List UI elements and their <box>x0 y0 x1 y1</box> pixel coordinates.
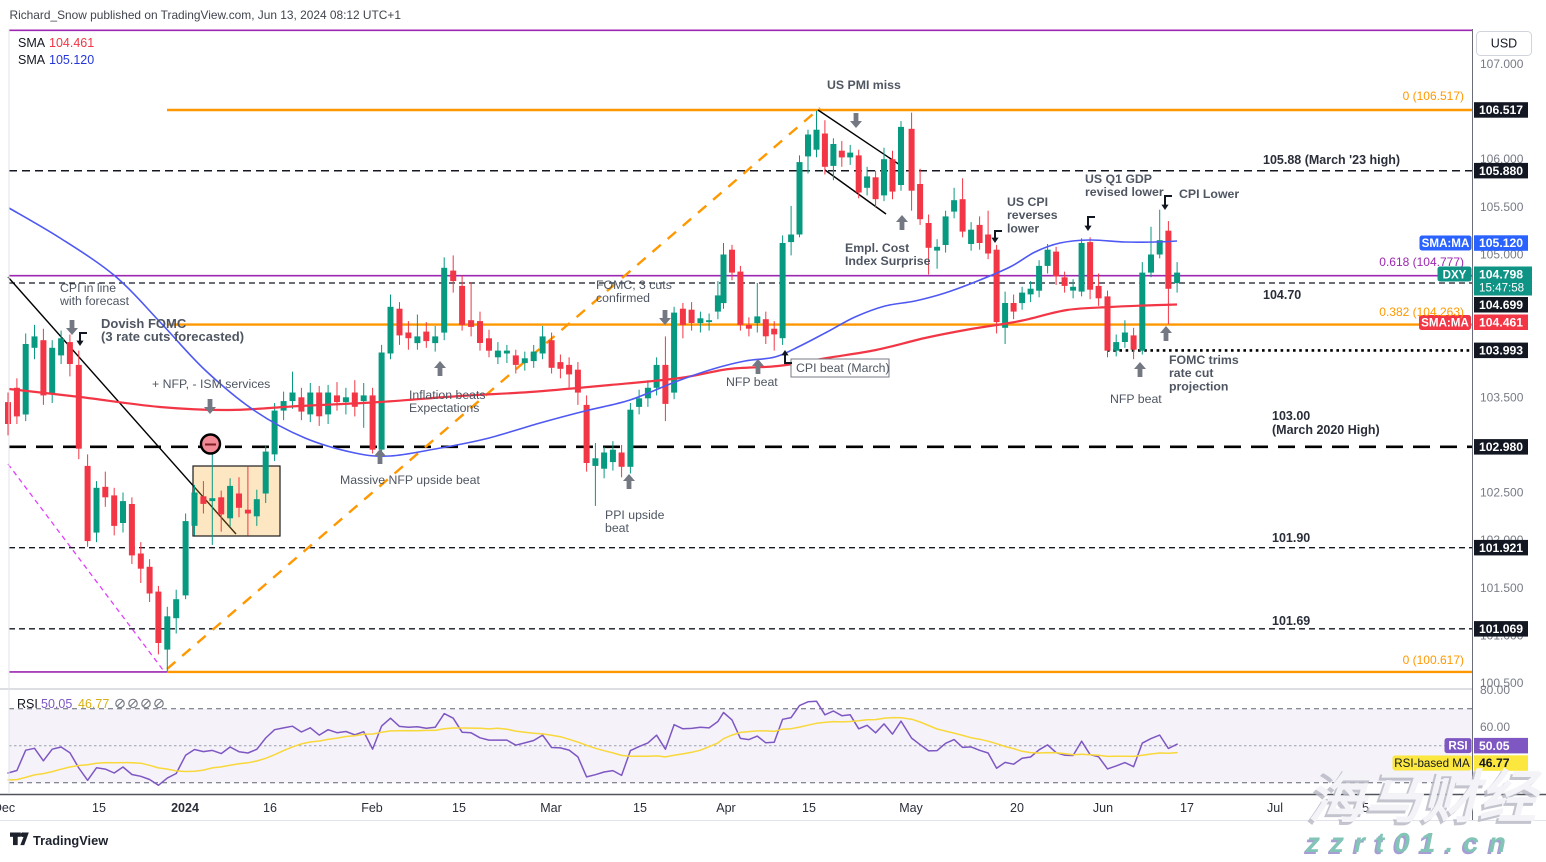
svg-text:Expectations: Expectations <box>409 401 479 415</box>
svg-text:confirmed: confirmed <box>596 291 650 305</box>
svg-text:(3 rate cuts forecasted): (3 rate cuts forecasted) <box>101 329 244 344</box>
svg-text:101.500: 101.500 <box>1480 581 1524 595</box>
svg-text:103.00: 103.00 <box>1272 409 1310 423</box>
svg-text:0 (106.517): 0 (106.517) <box>1403 89 1464 103</box>
svg-text:RSI-based MA: RSI-based MA <box>1394 757 1470 770</box>
svg-text:105.000: 105.000 <box>1480 248 1524 262</box>
svg-text:zzrt01.cn: zzrt01.cn <box>1303 829 1514 857</box>
svg-text:beat: beat <box>605 521 630 535</box>
svg-text:104.461: 104.461 <box>1479 316 1523 330</box>
svg-text:46.77: 46.77 <box>1479 756 1510 770</box>
svg-text:2024: 2024 <box>171 801 199 815</box>
svg-text:NFP beat: NFP beat <box>726 375 778 389</box>
svg-text:CPI beat (March): CPI beat (March) <box>796 361 890 375</box>
svg-text:17: 17 <box>1180 801 1194 815</box>
svg-text:103.500: 103.500 <box>1480 390 1524 404</box>
svg-text:Mar: Mar <box>540 801 562 815</box>
svg-text:Dec: Dec <box>0 801 15 815</box>
svg-text:revised lower: revised lower <box>1085 185 1164 199</box>
svg-text:15: 15 <box>452 801 466 815</box>
svg-text:US Q1 GDP: US Q1 GDP <box>1085 172 1152 186</box>
svg-text:SMA: SMA <box>18 36 46 50</box>
svg-text:60.00: 60.00 <box>1480 720 1510 734</box>
svg-text:lower: lower <box>1007 221 1039 235</box>
svg-text:50.05: 50.05 <box>41 697 72 711</box>
svg-text:15: 15 <box>1355 801 1369 815</box>
svg-text:15: 15 <box>92 801 106 815</box>
svg-text:101.921: 101.921 <box>1479 541 1523 555</box>
svg-text:FOMC trims: FOMC trims <box>1169 353 1239 367</box>
svg-text:105.880: 105.880 <box>1479 164 1523 178</box>
svg-text:104.461: 104.461 <box>49 36 94 50</box>
svg-text:Inflation beats: Inflation beats <box>409 388 486 402</box>
svg-text:USD: USD <box>1491 37 1517 51</box>
svg-text:NFP beat: NFP beat <box>1110 392 1162 406</box>
svg-text:SMA:MA: SMA:MA <box>1421 317 1469 330</box>
svg-text:101.90: 101.90 <box>1272 531 1310 545</box>
svg-text:20: 20 <box>1010 801 1024 815</box>
svg-text:Dovish FOMC: Dovish FOMC <box>101 316 187 331</box>
svg-text:海马财经: 海马财经 <box>1305 769 1540 833</box>
svg-text:0.382 (104.263): 0.382 (104.263) <box>1379 305 1464 319</box>
svg-text:DXY: DXY <box>1443 269 1467 282</box>
svg-text:reverses: reverses <box>1007 208 1058 222</box>
svg-text:0 (100.617): 0 (100.617) <box>1403 653 1464 667</box>
svg-text:0.618 (104.777): 0.618 (104.777) <box>1379 255 1464 269</box>
svg-text:rate cut: rate cut <box>1169 366 1213 380</box>
svg-text:46.77: 46.77 <box>78 697 109 711</box>
svg-text:105.88 (March '23 high): 105.88 (March '23 high) <box>1263 153 1400 167</box>
svg-text:105.120: 105.120 <box>49 53 94 67</box>
svg-text:Feb: Feb <box>361 801 383 815</box>
svg-text:50.05: 50.05 <box>1479 739 1510 753</box>
svg-text:Empl. Cost: Empl. Cost <box>845 241 909 255</box>
svg-text:SMA:MA: SMA:MA <box>1422 237 1470 250</box>
svg-text:CPI in line: CPI in line <box>60 281 116 295</box>
svg-text:FOMC, 3 cuts: FOMC, 3 cuts <box>596 278 672 292</box>
svg-text:TradingView: TradingView <box>33 833 108 848</box>
svg-text:101.69: 101.69 <box>1272 614 1310 628</box>
svg-text:104.699: 104.699 <box>1479 298 1523 312</box>
svg-text:104.70: 104.70 <box>1263 288 1301 302</box>
svg-text:US CPI: US CPI <box>1007 195 1048 209</box>
svg-text:102.500: 102.500 <box>1480 486 1524 500</box>
svg-text:SMA: SMA <box>18 53 46 67</box>
svg-text:80.00: 80.00 <box>1480 683 1510 697</box>
svg-text:106.000: 106.000 <box>1480 152 1524 166</box>
svg-text:Richard_Snow published on Trad: Richard_Snow published on TradingView.co… <box>10 8 402 22</box>
svg-text:103.993: 103.993 <box>1479 344 1523 358</box>
svg-text:15: 15 <box>802 801 816 815</box>
svg-text:Jul: Jul <box>1267 801 1283 815</box>
svg-text:Index Surprise: Index Surprise <box>845 254 931 268</box>
svg-text:RSI: RSI <box>17 697 38 711</box>
svg-text:PPI upside: PPI upside <box>605 508 665 522</box>
svg-text:106.517: 106.517 <box>1479 103 1523 117</box>
svg-text:CPI Lower: CPI Lower <box>1179 187 1239 201</box>
svg-text:zzrt01.cn: zzrt01.cn <box>1305 827 1516 857</box>
svg-text:102.980: 102.980 <box>1479 440 1523 454</box>
svg-text:100.500: 100.500 <box>1480 676 1524 690</box>
svg-text:Jun: Jun <box>1093 801 1113 815</box>
svg-text:(March 2020 High): (March 2020 High) <box>1272 423 1380 437</box>
svg-text:104.798: 104.798 <box>1479 268 1523 282</box>
svg-text:Massive NFP upside beat: Massive NFP upside beat <box>340 473 480 487</box>
svg-text:US PMI miss: US PMI miss <box>827 78 901 92</box>
svg-text:projection: projection <box>1169 379 1228 393</box>
svg-text:105.120: 105.120 <box>1479 236 1523 250</box>
svg-text:Apr: Apr <box>716 801 735 815</box>
svg-text:15: 15 <box>633 801 647 815</box>
svg-text:105.500: 105.500 <box>1480 200 1524 214</box>
svg-text:101.069: 101.069 <box>1479 622 1523 636</box>
svg-text:海马财经: 海马财经 <box>1308 766 1543 830</box>
svg-text:+ NFP, - ISM services: + NFP, - ISM services <box>152 377 270 391</box>
svg-text:15:47:58: 15:47:58 <box>1479 282 1524 295</box>
svg-text:with forecast: with forecast <box>59 294 130 308</box>
svg-text:16: 16 <box>263 801 277 815</box>
svg-text:RSI: RSI <box>1448 740 1467 753</box>
svg-text:May: May <box>899 801 923 815</box>
svg-text:107.000: 107.000 <box>1480 57 1524 71</box>
